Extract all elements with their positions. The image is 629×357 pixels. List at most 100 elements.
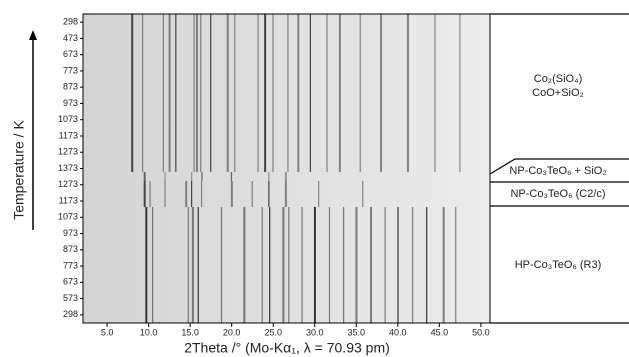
y-tick-label: 1273 — [58, 179, 78, 189]
diffraction-line — [297, 14, 300, 172]
x-tick-label: 50.0 — [472, 327, 490, 337]
diffraction-line — [301, 207, 303, 323]
y-tick-label: 773 — [63, 65, 78, 75]
diffraction-line — [210, 14, 212, 172]
diffraction-line — [191, 181, 193, 207]
y-tick-label: 1173 — [59, 130, 78, 140]
region-label: Co₂(SiO₄) — [534, 73, 583, 85]
region-label: NP-Co₃TeO₆ + SiO₂ — [509, 165, 606, 177]
diffraction-line — [406, 14, 409, 172]
diffraction-line — [230, 172, 233, 181]
diffraction-line — [191, 172, 193, 181]
diffraction-line — [230, 181, 233, 207]
diffraction-line — [282, 207, 285, 323]
diffraction-line — [326, 14, 328, 172]
diffraction-line — [309, 14, 311, 172]
y-tick-label: 1073 — [58, 114, 78, 124]
diffraction-line — [268, 181, 270, 207]
y-tick-label: 573 — [63, 293, 78, 303]
y-tick-label: 873 — [63, 244, 78, 254]
diffraction-line — [459, 14, 461, 172]
diffraction-line — [187, 207, 189, 323]
diffraction-line — [143, 181, 146, 207]
diffraction-line — [195, 14, 198, 172]
x-tick-label: 45.0 — [431, 327, 449, 337]
diffraction-line — [268, 172, 270, 181]
diffraction-line — [328, 207, 331, 323]
x-tick-label: 35.0 — [348, 327, 366, 337]
y-tick-label: 1273 — [58, 147, 78, 157]
diffraction-line — [164, 172, 166, 181]
diffraction-line — [131, 14, 134, 172]
diffraction-line — [243, 207, 246, 323]
y-tick-label: 1373 — [58, 163, 78, 173]
x-axis-label: 2Theta /° (Mo-Kα₁, λ = 70.93 pm) — [184, 340, 390, 356]
y-tick-label: 473 — [63, 33, 78, 43]
x-tick-label: 5.0 — [101, 327, 114, 337]
diffraction-line — [397, 207, 400, 323]
diffraction-line — [145, 207, 148, 323]
region-borders — [489, 13, 629, 324]
diffraction-line — [338, 14, 341, 172]
diffraction-line — [269, 207, 271, 323]
diffraction-line — [168, 14, 171, 172]
diffraction-line — [362, 181, 364, 207]
diffraction-line — [318, 181, 320, 207]
diffraction-line — [261, 207, 263, 323]
diffraction-line — [264, 14, 267, 172]
diffraction-line — [226, 14, 229, 172]
diffraction-line — [142, 14, 144, 172]
y-tick-label: 298 — [63, 309, 78, 319]
diffraction-line — [287, 14, 289, 172]
diffraction-line — [284, 172, 287, 181]
diffraction-line — [355, 207, 358, 323]
diffraction-line — [411, 207, 414, 323]
diffraction-line — [164, 181, 166, 207]
plot-background — [83, 14, 490, 323]
diffraction-line — [359, 14, 361, 172]
y-tick-label: 973 — [63, 228, 78, 238]
diffraction-line — [197, 207, 199, 323]
region-label: CoO+SiO₂ — [532, 87, 584, 99]
y-arrow-head — [29, 30, 37, 40]
diffraction-line — [343, 207, 345, 323]
y-tick-label: 1073 — [58, 212, 78, 222]
y-axis-label: Temperature / K — [11, 120, 27, 220]
diffraction-line — [234, 14, 236, 172]
diffraction-line — [175, 14, 177, 172]
y-tick-label: 873 — [63, 82, 78, 92]
y-tick-label: 673 — [63, 49, 78, 59]
diffraction-line — [200, 172, 203, 181]
y-tick-label: 673 — [63, 277, 78, 287]
y-tick-label: 973 — [63, 98, 78, 108]
diffraction-line — [313, 207, 316, 323]
diffraction-line — [284, 181, 287, 207]
diffraction-line — [162, 14, 164, 172]
region-label: NP-Co₃TeO₆ (C2/c) — [510, 188, 605, 200]
diffraction-line — [288, 207, 290, 323]
y-tick-label: 773 — [63, 260, 78, 270]
x-tick-label: 40.0 — [389, 327, 407, 337]
x-tick-label: 20.0 — [223, 327, 241, 337]
diffraction-line — [434, 14, 436, 172]
diffraction-line — [272, 14, 274, 172]
diffraction-line — [384, 207, 386, 323]
diffraction-line — [151, 207, 154, 323]
diffraction-line — [370, 207, 372, 323]
x-tick-label: 15.0 — [181, 327, 199, 337]
diffraction-line — [426, 207, 428, 323]
diffraction-line — [149, 181, 151, 207]
diffraction-line — [200, 14, 202, 172]
diffraction-line — [200, 181, 203, 207]
diffraction-line — [185, 181, 188, 207]
x-tick-label: 30.0 — [306, 327, 324, 337]
diffraction-line — [220, 207, 223, 323]
y-tick-label: 298 — [63, 17, 78, 27]
region-label: HP-Co₃TeO₆ (R3) — [515, 259, 602, 271]
diffraction-line — [442, 207, 445, 323]
diffraction-line — [143, 172, 146, 181]
diffraction-line — [380, 14, 382, 172]
diffraction-line — [455, 207, 457, 323]
diffraction-line — [193, 14, 195, 172]
